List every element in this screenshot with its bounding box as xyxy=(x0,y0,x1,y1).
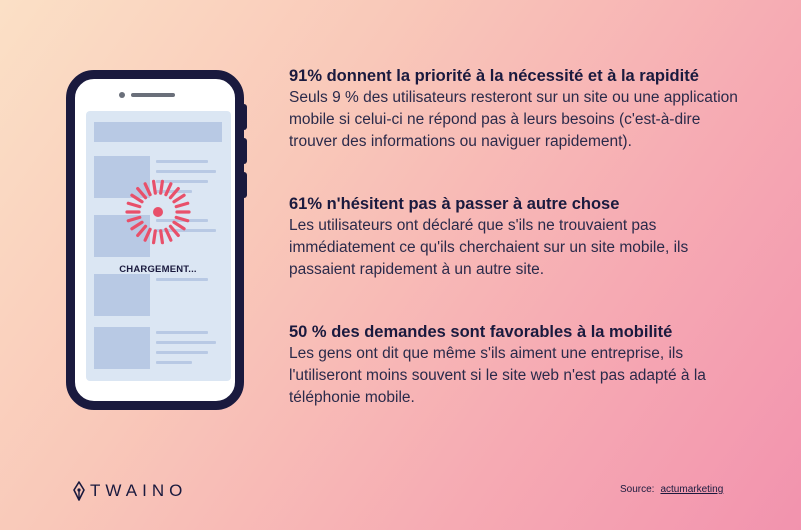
stat-description-line: l'utiliseront moins souvent si le site w… xyxy=(289,367,706,384)
phone-speaker xyxy=(131,93,175,97)
spinner-tick xyxy=(130,220,144,231)
phone-screen xyxy=(86,111,231,381)
spinner-tick xyxy=(168,186,180,200)
pen-nib-icon xyxy=(73,481,85,501)
stat-heading: 50 % des demandes sont favorables à la m… xyxy=(289,323,673,341)
spinner-tick xyxy=(174,201,190,209)
twaino-logo[interactable]: TWAINO xyxy=(72,481,187,501)
stat-description-line: passaient rapidement à un autre site. xyxy=(289,261,545,278)
phone-illustration xyxy=(66,70,258,412)
spinner-tick xyxy=(136,186,148,200)
spinner-tick xyxy=(151,179,157,195)
screen-text-placeholder xyxy=(156,351,208,354)
spinner-tick xyxy=(136,224,148,238)
spinner-tick xyxy=(164,227,173,242)
stat-section-mobility: 50 % des demandes sont favorables à la m… xyxy=(289,322,706,409)
screen-image-placeholder xyxy=(94,327,150,369)
spinner-tick xyxy=(126,215,142,223)
screen-text-placeholder xyxy=(156,361,192,364)
spinner-tick xyxy=(172,193,186,204)
stat-description-line: Seuls 9 % des utilisateurs resteront sur… xyxy=(289,89,738,106)
spinner-tick xyxy=(143,182,152,197)
screen-text-placeholder xyxy=(156,278,208,281)
screen-text-placeholder xyxy=(156,180,208,183)
spinner-center-dot xyxy=(153,207,163,217)
loading-spinner-icon xyxy=(125,179,191,245)
stat-description-line: Les gens ont dit que même s'ils aiment u… xyxy=(289,345,684,362)
spinner-tick xyxy=(151,229,157,245)
spinner-tick xyxy=(174,215,190,223)
spinner-tick xyxy=(126,201,142,209)
screen-text-placeholder xyxy=(156,341,216,344)
spinner-tick xyxy=(164,182,173,197)
screen-text-placeholder xyxy=(156,331,208,334)
spinner-tick xyxy=(130,193,144,204)
stat-description-line: trouver des informations ou naviguer rap… xyxy=(289,133,632,150)
stat-heading: 91% donnent la priorité à la nécessité e… xyxy=(289,67,699,85)
stat-description-line: immédiatement ce qu'ils cherchaient sur … xyxy=(289,239,689,256)
screen-header-placeholder xyxy=(94,122,222,142)
source-label: Source: xyxy=(620,484,655,495)
stat-section-priority: 91% donnent la priorité à la nécessité e… xyxy=(289,66,738,153)
screen-text-placeholder xyxy=(156,160,208,163)
spinner-tick xyxy=(159,179,165,195)
screen-text-placeholder xyxy=(156,229,216,232)
stat-heading: 61% n'hésitent pas à passer à autre chos… xyxy=(289,195,620,213)
source-link[interactable]: actumarketing xyxy=(660,484,724,495)
phone-frame xyxy=(66,70,244,410)
spinner-tick xyxy=(172,220,186,231)
spinner-tick xyxy=(159,229,165,245)
spinner-tick xyxy=(143,227,152,242)
spinner-tick xyxy=(168,224,180,238)
stat-description-line: Les utilisateurs ont déclaré que s'ils n… xyxy=(289,217,657,234)
stat-section-switch: 61% n'hésitent pas à passer à autre chos… xyxy=(289,194,688,281)
stat-description-line: mobile si celui-ci ne répond pas à leurs… xyxy=(289,111,701,128)
stat-description-line: téléphonie mobile. xyxy=(289,389,415,406)
phone-camera xyxy=(119,92,125,98)
screen-image-placeholder xyxy=(94,274,150,316)
logo-text: TWAINO xyxy=(90,481,188,500)
loading-label: CHARGEMENT... xyxy=(119,264,197,275)
screen-text-placeholder xyxy=(156,170,216,173)
source-credit: Source: actumarketing xyxy=(620,484,723,495)
